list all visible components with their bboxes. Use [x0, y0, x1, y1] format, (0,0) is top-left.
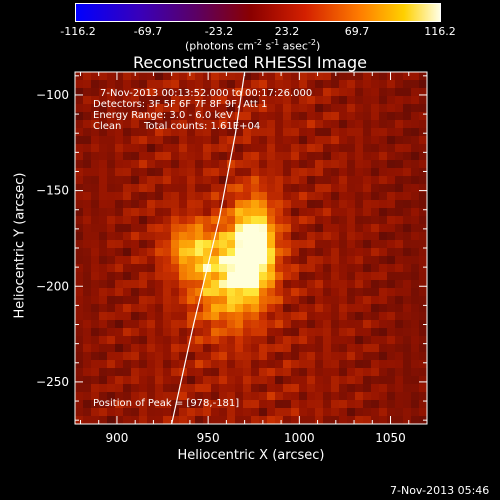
- time-range-label: 7-Nov-2013 00:13:52.000 to 00:17:26.000: [100, 88, 313, 99]
- x-tick-label: 900: [105, 431, 128, 445]
- clean-label: Clean: [93, 121, 122, 132]
- colorbar-tick-label: -23.2: [204, 25, 234, 38]
- energy-range-label: Energy Range: 3.0 - 6.0 keV: [93, 110, 233, 121]
- y-tick-label: −250: [36, 375, 69, 389]
- total-counts-label: Total counts: 1.61E+04: [144, 121, 261, 132]
- colorbar-tick-label: -69.7: [133, 25, 163, 38]
- colorbar-tick-label: 23.2: [274, 25, 300, 38]
- units-text: s: [261, 39, 272, 53]
- detectors-label: Detectors: 3F 5F 6F 7F 8F 9F, Att 1: [93, 99, 268, 110]
- y-tick-label: −150: [36, 184, 69, 198]
- units-exponent: -2: [253, 38, 262, 47]
- chart-title: Reconstructed RHESSI Image: [133, 53, 367, 72]
- y-axis-title: Heliocentric Y (arcsec): [12, 172, 28, 319]
- x-axis-title: Heliocentric X (arcsec): [177, 448, 325, 463]
- colorbar-tick-label: 69.7: [344, 25, 370, 38]
- x-tick-label: 1000: [284, 431, 315, 445]
- y-tick-label: −100: [36, 88, 69, 102]
- colorbar-units: (photons cm-2 s-1 asec-2): [185, 38, 320, 53]
- colorbar-tick-label: 116.2: [424, 25, 456, 38]
- peak-position-label: Position of Peak = [978,-181]: [93, 398, 240, 409]
- colorbar-gradient: [75, 3, 441, 22]
- x-tick-label: 1050: [375, 431, 406, 445]
- x-tick-label: 950: [197, 431, 220, 445]
- plot-timestamp: 7-Nov-2013 05:46: [390, 484, 490, 497]
- solar-limb-line: [171, 71, 246, 425]
- units-exponent: -1: [271, 38, 280, 47]
- units-text: (photons cm: [185, 39, 254, 53]
- y-tick-label: −200: [36, 279, 69, 293]
- colorbar: [75, 3, 441, 22]
- heatmap-image: [75, 72, 427, 424]
- units-text: ): [315, 39, 321, 53]
- units-exponent: -2: [307, 38, 316, 47]
- units-text: asec: [279, 39, 308, 53]
- colorbar-tick-label: -116.2: [60, 25, 96, 38]
